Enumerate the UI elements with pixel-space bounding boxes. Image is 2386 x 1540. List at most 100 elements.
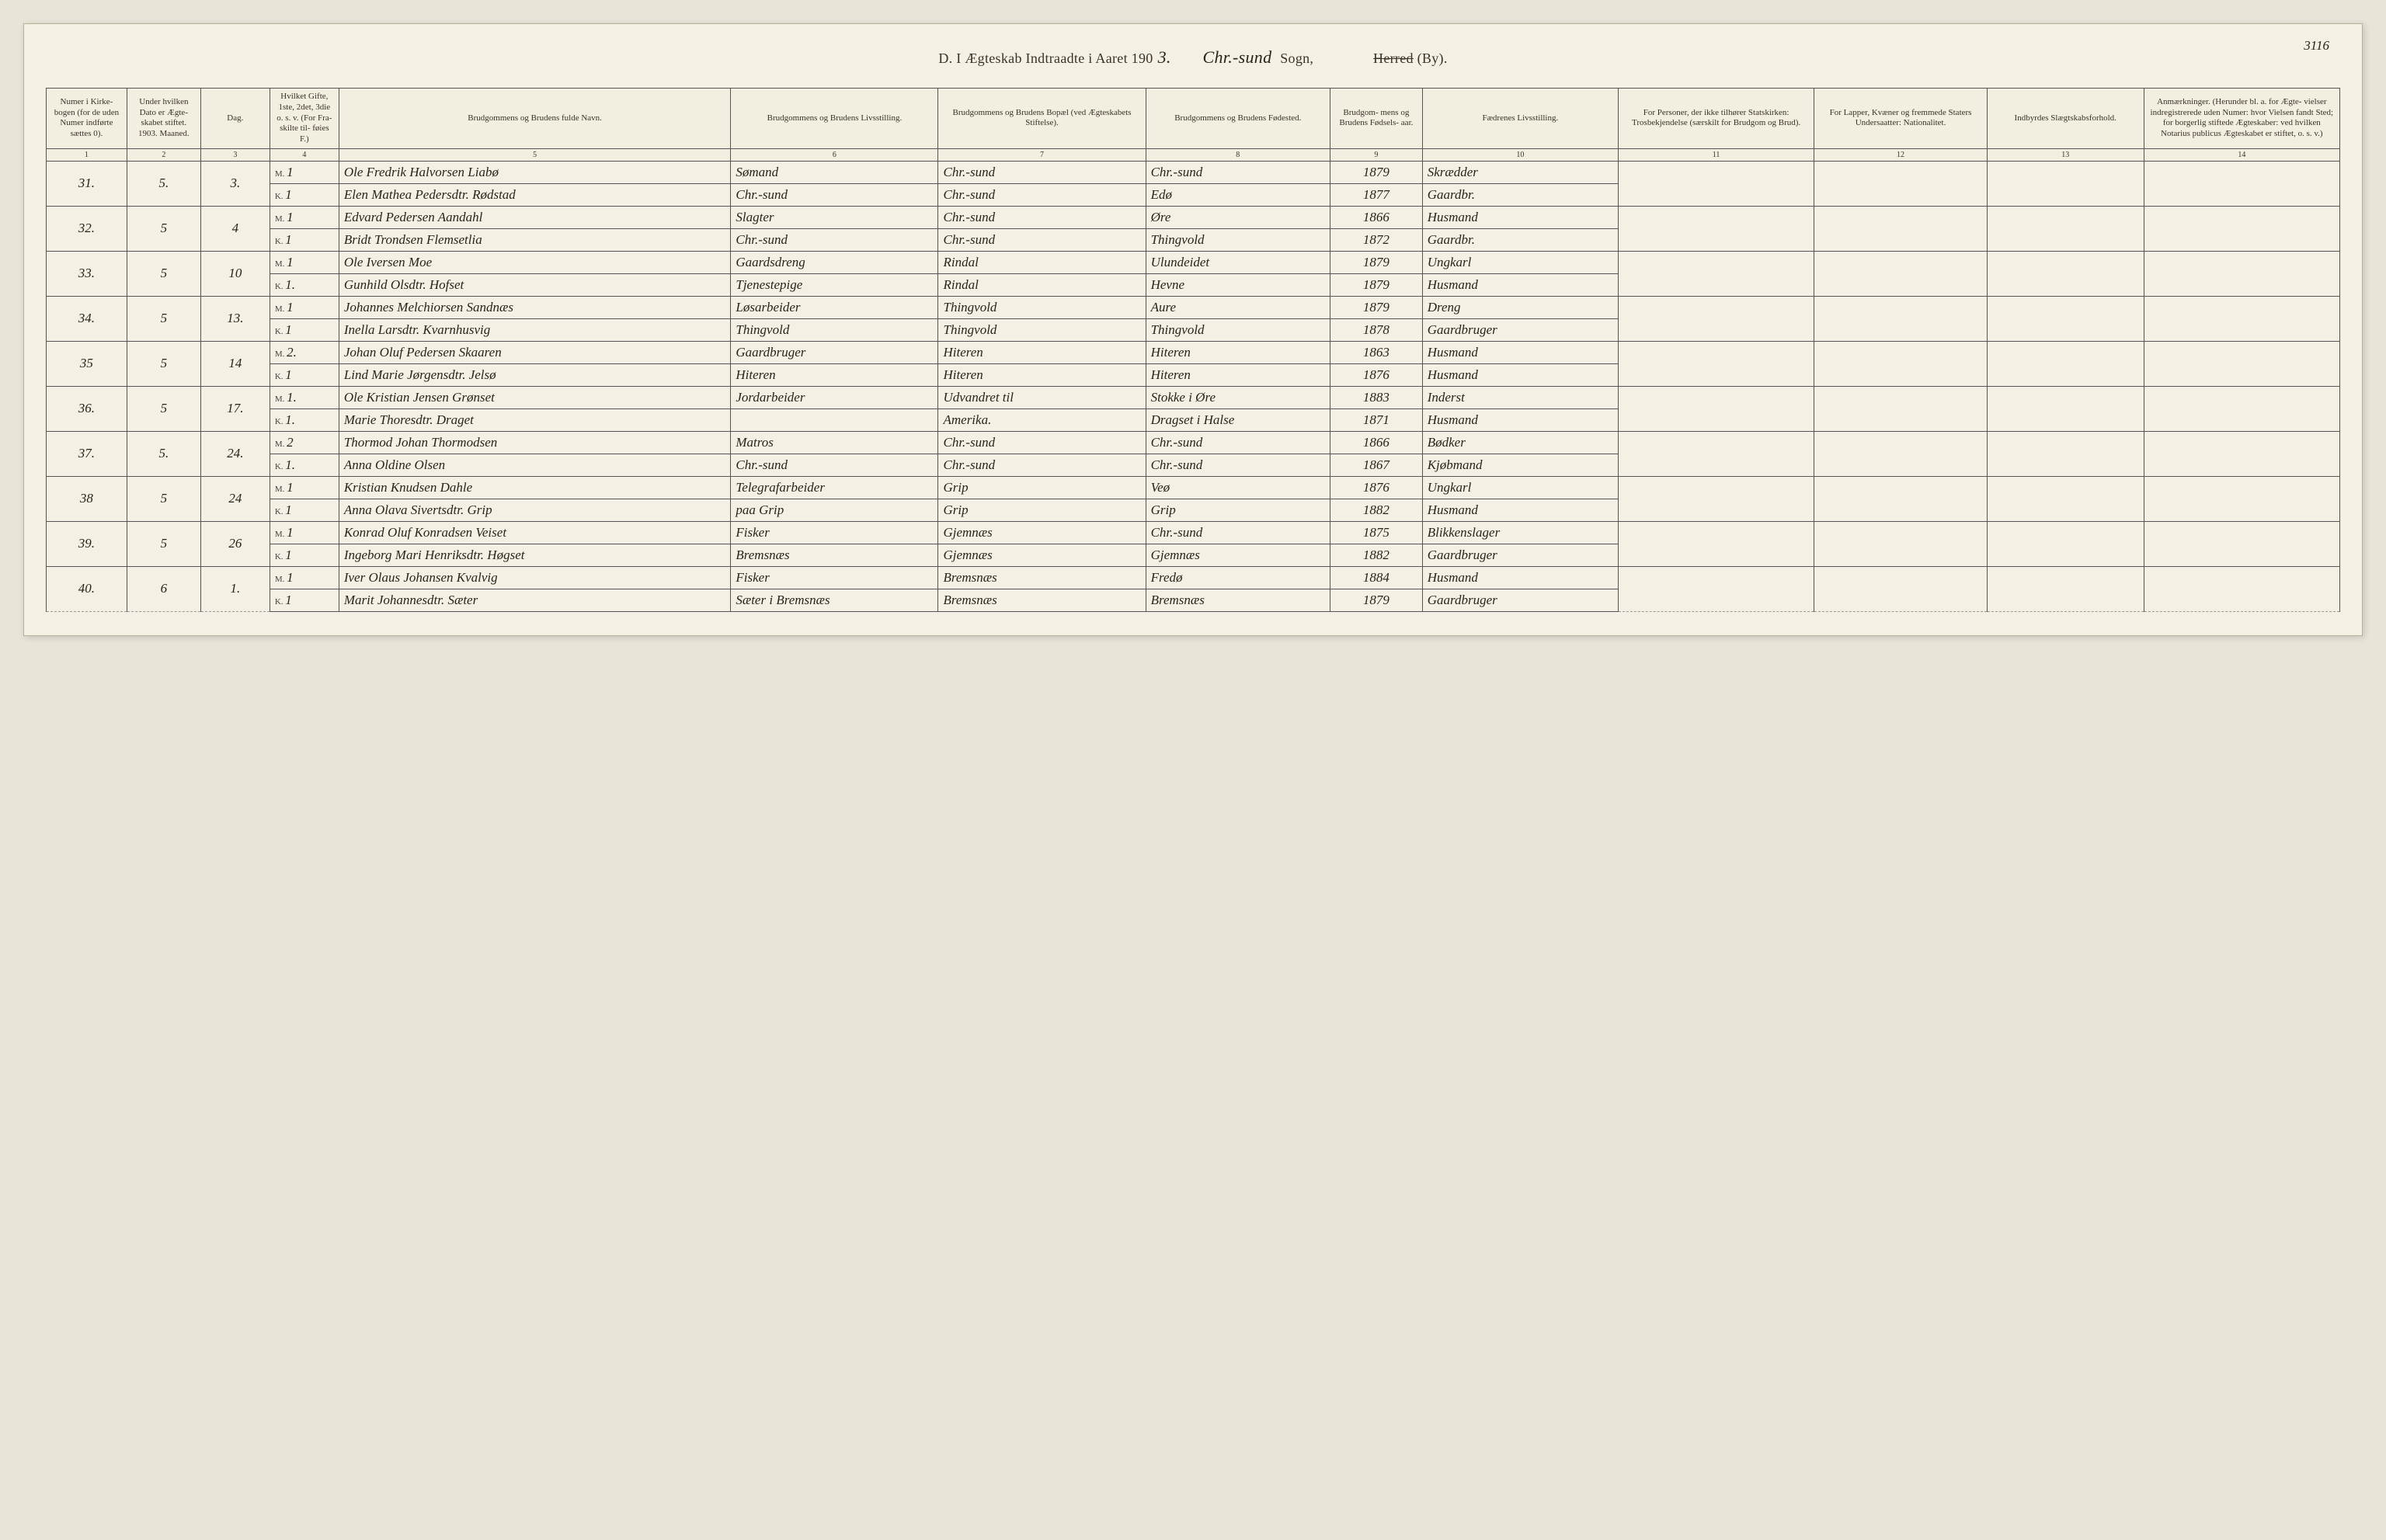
header-prefix: D. xyxy=(938,50,952,66)
register-page: 3116 D. I Ægteskab Indtraadte i Aaret 19… xyxy=(23,23,2363,636)
colnum: 14 xyxy=(2144,148,2339,161)
colnum: 3 xyxy=(200,148,270,161)
groom-fodested: Ulundeidet xyxy=(1146,251,1330,273)
groom-stilling: Sømand xyxy=(731,161,938,183)
groom-faedre: Blikkenslager xyxy=(1422,521,1618,544)
header-herred-struck: Herred xyxy=(1373,50,1414,66)
bride-faedre: Gaardbr. xyxy=(1422,183,1618,206)
bride-faedre: Gaardbr. xyxy=(1422,228,1618,251)
groom-bopal: Bremsnæs xyxy=(938,566,1146,589)
bride-fodested: Thingvold xyxy=(1146,228,1330,251)
bride-aar: 1871 xyxy=(1330,408,1423,431)
groom-aar: 1863 xyxy=(1330,341,1423,363)
bride-bopal: Hiteren xyxy=(938,363,1146,386)
colnum: 10 xyxy=(1422,148,1618,161)
entry-slaegt xyxy=(1987,206,2144,251)
col-header-12: For Lapper, Kvæner og fremmede Staters U… xyxy=(1814,89,1988,149)
colnum: 6 xyxy=(731,148,938,161)
bride-faedre: Husmand xyxy=(1422,363,1618,386)
mk-groom: M. 1. xyxy=(270,386,339,408)
groom-stilling: Gaardsdreng xyxy=(731,251,938,273)
groom-name: Ole Fredrik Halvorsen Liabø xyxy=(339,161,731,183)
entry-tros xyxy=(1618,476,1814,521)
bride-stilling: Hiteren xyxy=(731,363,938,386)
entry-tros xyxy=(1618,566,1814,611)
bride-aar: 1882 xyxy=(1330,499,1423,521)
table-head: Numer i Kirke- bogen (for de uden Numer … xyxy=(47,89,2340,162)
mk-bride: K. 1 xyxy=(270,544,339,566)
bride-fodested: Edø xyxy=(1146,183,1330,206)
groom-stilling: Jordarbeider xyxy=(731,386,938,408)
bride-bopal: Grip xyxy=(938,499,1146,521)
entry-nat xyxy=(1814,521,1988,566)
entry-day: 17. xyxy=(200,386,270,431)
entry-slaegt xyxy=(1987,296,2144,341)
bride-bopal: Rindal xyxy=(938,273,1146,296)
bride-bopal: Thingvold xyxy=(938,318,1146,341)
header-by-label: (By). xyxy=(1417,50,1448,66)
entry-anm xyxy=(2144,386,2339,431)
bride-stilling: paa Grip xyxy=(731,499,938,521)
entry-month: 5 xyxy=(127,341,200,386)
groom-bopal: Udvandret til xyxy=(938,386,1146,408)
bride-name: Marit Johannesdtr. Sæter xyxy=(339,589,731,611)
groom-aar: 1866 xyxy=(1330,431,1423,454)
entry-nat xyxy=(1814,296,1988,341)
groom-faedre: Skrædder xyxy=(1422,161,1618,183)
entry-anm xyxy=(2144,296,2339,341)
entry-day: 4 xyxy=(200,206,270,251)
entry-row-groom: 38524M. 1Kristian Knudsen DahleTelegrafa… xyxy=(47,476,2340,499)
bride-faedre: Gaardbruger xyxy=(1422,589,1618,611)
bride-name: Bridt Trondsen Flemsetlia xyxy=(339,228,731,251)
entry-row-groom: 39.526M. 1Konrad Oluf Konradsen VeisetFi… xyxy=(47,521,2340,544)
bride-aar: 1882 xyxy=(1330,544,1423,566)
groom-fodested: Stokke i Øre xyxy=(1146,386,1330,408)
groom-aar: 1875 xyxy=(1330,521,1423,544)
entry-row-groom: 31.5.3.M. 1Ole Fredrik Halvorsen LiabøSø… xyxy=(47,161,2340,183)
bride-faedre: Husmand xyxy=(1422,499,1618,521)
groom-aar: 1883 xyxy=(1330,386,1423,408)
mk-bride: K. 1 xyxy=(270,363,339,386)
entry-tros xyxy=(1618,161,1814,206)
groom-name: Ole Iversen Moe xyxy=(339,251,731,273)
entry-day: 1. xyxy=(200,566,270,611)
mk-bride: K. 1 xyxy=(270,228,339,251)
col-header-2: Under hvilken Dato er Ægte- skabet stift… xyxy=(127,89,200,149)
col-header-8: Brudgommens og Brudens Fødested. xyxy=(1146,89,1330,149)
entry-day: 24. xyxy=(200,431,270,476)
entry-day: 10 xyxy=(200,251,270,296)
entry-nat xyxy=(1814,476,1988,521)
colnum: 1 xyxy=(47,148,127,161)
groom-name: Edvard Pedersen Aandahl xyxy=(339,206,731,228)
groom-bopal: Gjemnæs xyxy=(938,521,1146,544)
groom-name: Kristian Knudsen Dahle xyxy=(339,476,731,499)
groom-stilling: Fisker xyxy=(731,566,938,589)
bride-faedre: Gaardbruger xyxy=(1422,544,1618,566)
mk-groom: M. 1 xyxy=(270,206,339,228)
entry-row-groom: 36.517.M. 1.Ole Kristian Jensen GrønsetJ… xyxy=(47,386,2340,408)
entry-nat xyxy=(1814,341,1988,386)
bride-bopal: Chr.-sund xyxy=(938,183,1146,206)
header-line: D. I Ægteskab Indtraadte i Aaret 1903. C… xyxy=(46,47,2340,68)
mk-groom: M. 1 xyxy=(270,296,339,318)
groom-bopal: Thingvold xyxy=(938,296,1146,318)
entry-anm xyxy=(2144,476,2339,521)
entry-tros xyxy=(1618,431,1814,476)
entry-tros xyxy=(1618,521,1814,566)
entry-day: 26 xyxy=(200,521,270,566)
bride-name: Lind Marie Jørgensdtr. Jelsø xyxy=(339,363,731,386)
bride-bopal: Gjemnæs xyxy=(938,544,1146,566)
bride-stilling: Chr.-sund xyxy=(731,454,938,476)
groom-aar: 1866 xyxy=(1330,206,1423,228)
bride-stilling xyxy=(731,408,938,431)
groom-fodested: Chr.-sund xyxy=(1146,161,1330,183)
mk-bride: K. 1. xyxy=(270,408,339,431)
bride-name: Elen Mathea Pedersdtr. Rødstad xyxy=(339,183,731,206)
col-header-14: Anmærkninger. (Herunder bl. a. for Ægte-… xyxy=(2144,89,2339,149)
bride-fodested: Dragset i Halse xyxy=(1146,408,1330,431)
groom-faedre: Bødker xyxy=(1422,431,1618,454)
bride-aar: 1867 xyxy=(1330,454,1423,476)
bride-stilling: Bremsnæs xyxy=(731,544,938,566)
entry-nat xyxy=(1814,431,1988,476)
bride-aar: 1872 xyxy=(1330,228,1423,251)
